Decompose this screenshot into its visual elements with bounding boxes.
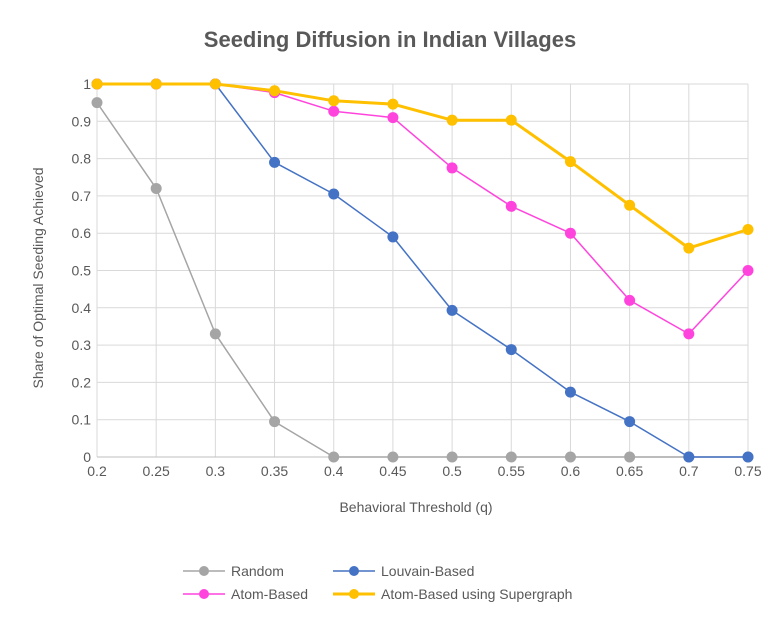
data-point [505, 114, 517, 126]
x-tick-label: 0.6 [561, 463, 581, 479]
legend-item: Louvain-Based [333, 563, 474, 579]
data-point [742, 265, 754, 276]
data-point [328, 105, 340, 117]
data-point [150, 182, 162, 194]
data-point [446, 304, 458, 316]
legend-swatch-marker [349, 566, 359, 576]
data-point [683, 328, 695, 340]
legend-label: Atom-Based [231, 586, 308, 602]
x-tick-label: 0.7 [679, 463, 699, 479]
data-point [387, 231, 399, 243]
data-point [624, 294, 636, 306]
data-point [564, 156, 576, 168]
y-tick-label: 0.4 [72, 300, 92, 316]
x-tick-label: 0.2 [87, 463, 107, 479]
data-point [683, 242, 695, 254]
legend-swatch-marker [349, 589, 359, 599]
chart-title: Seeding Diffusion in Indian Villages [204, 27, 576, 52]
legend-label: Louvain-Based [381, 563, 474, 579]
data-point [150, 78, 162, 90]
x-tick-label: 0.35 [261, 463, 288, 479]
data-point [446, 162, 458, 174]
y-tick-label: 0 [83, 449, 91, 465]
x-tick-label: 0.25 [143, 463, 170, 479]
legend-label: Atom-Based using Supergraph [381, 586, 572, 602]
legend-item: Random [183, 563, 284, 579]
data-point [446, 114, 458, 126]
legend-swatch-marker [199, 589, 209, 599]
data-point [564, 227, 576, 239]
x-tick-label: 0.5 [442, 463, 462, 479]
y-tick-label: 0.7 [72, 188, 92, 204]
y-tick-label: 0.6 [72, 225, 92, 241]
y-axis-label: Share of Optimal Seeding Achieved [30, 167, 46, 388]
data-point [505, 451, 517, 463]
data-point [328, 188, 340, 200]
data-point [624, 416, 636, 428]
data-point [624, 199, 636, 211]
data-point [387, 98, 399, 110]
data-point [269, 156, 281, 168]
data-point [683, 451, 695, 463]
x-tick-label: 0.75 [734, 463, 761, 479]
y-tick-label: 0.3 [72, 337, 92, 353]
data-point [328, 451, 340, 463]
data-point [387, 451, 399, 463]
data-point [269, 85, 281, 97]
y-tick-label: 0.9 [72, 113, 92, 129]
legend: Random Louvain-Based Atom-Based Atom-Based … [183, 563, 572, 602]
data-point [91, 78, 103, 90]
y-tick-label: 0.8 [72, 151, 92, 167]
y-axis-ticks: 0 0.1 0.2 0.3 0.4 0.5 0.6 0.7 0.8 0.9 1 [72, 76, 92, 465]
data-point [328, 95, 340, 107]
series-group [91, 78, 754, 463]
legend-item: Atom-Based using Supergraph [333, 586, 572, 602]
data-point [91, 97, 103, 109]
x-tick-label: 0.45 [379, 463, 406, 479]
y-tick-label: 0.2 [72, 374, 92, 390]
series-atom-based-using-supergraph [91, 78, 754, 254]
x-tick-label: 0.65 [616, 463, 643, 479]
data-point [742, 451, 754, 463]
x-tick-label: 0.4 [324, 463, 344, 479]
x-axis-ticks: 0.2 0.25 0.3 0.35 0.4 0.45 0.5 0.55 0.6 0.65 0.7 0.… [87, 463, 762, 479]
x-axis-label: Behavioral Threshold (q) [339, 499, 492, 515]
data-point [387, 112, 399, 124]
x-tick-label: 0.3 [206, 463, 226, 479]
data-point [564, 451, 576, 463]
legend-label: Random [231, 563, 284, 579]
data-point [505, 200, 517, 212]
data-point [564, 386, 576, 398]
y-tick-label: 0.5 [72, 263, 92, 279]
data-point [209, 78, 221, 90]
data-point [624, 451, 636, 463]
data-point [505, 344, 517, 356]
data-point [446, 451, 458, 463]
legend-item: Atom-Based [183, 586, 308, 602]
y-tick-label: 0.1 [72, 412, 92, 428]
x-tick-label: 0.55 [498, 463, 525, 479]
data-point [269, 416, 281, 428]
data-point [209, 328, 221, 340]
data-point [742, 223, 754, 235]
series-line [96, 102, 748, 458]
y-tick-label: 1 [83, 76, 91, 92]
series-random [91, 97, 754, 463]
series-line [97, 82, 749, 250]
legend-swatch-marker [199, 566, 209, 576]
